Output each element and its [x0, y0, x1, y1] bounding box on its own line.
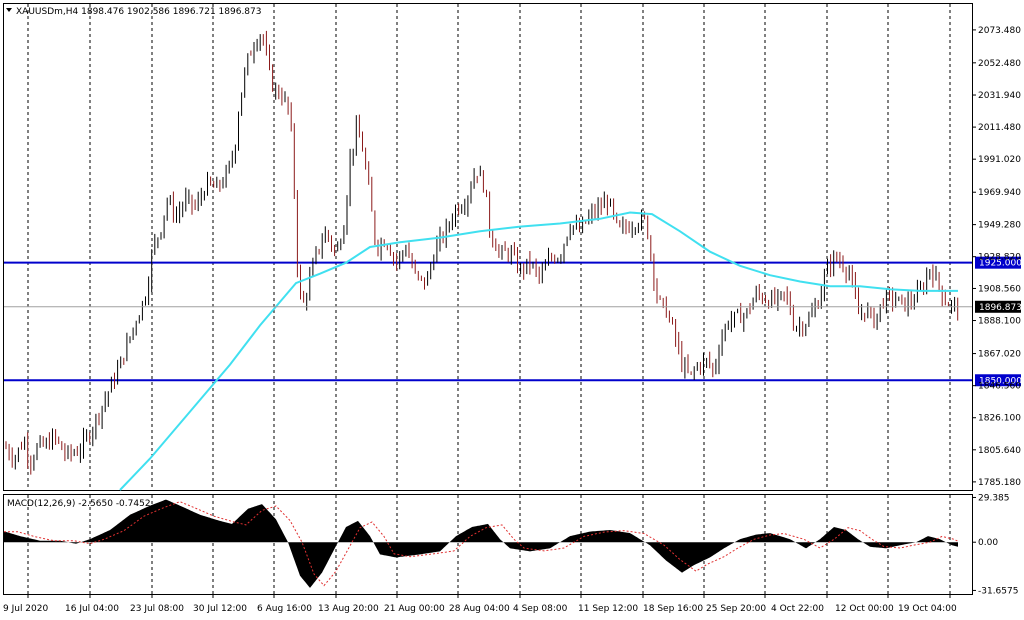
time-label: 12 Oct 00:00: [835, 604, 894, 614]
level-price-tag: [975, 256, 1021, 269]
price-label: 1991.020: [978, 155, 1021, 165]
macd-title: MACD(12,26,9) -2.5650 -0.7452: [7, 499, 151, 509]
price-label: 2073.480: [978, 26, 1021, 36]
macd-histogram: [4, 499, 958, 588]
price-label: 2011.480: [978, 123, 1021, 133]
macd-axis-label: 0.00: [978, 538, 998, 548]
price-label: 2031.940: [978, 91, 1021, 101]
price-label: 1826.100: [978, 414, 1021, 424]
macd-panel-frame: [3, 494, 973, 595]
price-label: 1908.560: [978, 284, 1021, 294]
time-label: 4 Sep 08:00: [513, 604, 568, 614]
price-label: 1928.820: [978, 253, 1021, 263]
level-price-tag: [975, 374, 1021, 387]
collapse-triangle-icon[interactable]: [6, 8, 12, 12]
price-label: 1888.100: [978, 317, 1021, 327]
price-label: 1785.180: [978, 478, 1021, 488]
time-label: 25 Sep 20:00: [706, 604, 766, 614]
price-label: 2052.480: [978, 59, 1021, 69]
current-price-tag: [975, 300, 1021, 313]
time-label: 30 Jul 12:00: [193, 604, 247, 614]
time-axis[interactable]: 9 Jul 2020 16 Jul 04:00 23 Jul 08:00 30 Jul…: [3, 594, 957, 614]
moving-average-line: [119, 211, 958, 491]
macd-histogram-area: [4, 499, 958, 588]
horizontal-levels[interactable]: 1925.000 1850.000: [4, 256, 1022, 387]
price-label: 1846.560: [978, 382, 1021, 392]
price-label: 1867.020: [978, 350, 1021, 360]
macd-signal-line: [4, 501, 959, 587]
time-label: 21 Aug 00:00: [384, 604, 445, 614]
level-price-label: 1850.000: [979, 376, 1022, 386]
symbol-title: XAUUSDm,H4 1898.476 1902.586 1896.721 18…: [16, 7, 261, 17]
macd-axis-label: 29.385: [978, 493, 1010, 503]
time-label: 4 Oct 22:00: [771, 604, 824, 614]
price-label: 1805.640: [978, 446, 1021, 456]
current-price-label: 1896.873: [979, 303, 1022, 313]
time-label: 11 Sep 12:00: [578, 604, 638, 614]
time-label: 19 Oct 04:00: [898, 604, 957, 614]
time-label: 6 Aug 16:00: [257, 604, 312, 614]
time-label: 28 Aug 04:00: [449, 604, 510, 614]
macd-axis-label: -31.6575: [978, 586, 1018, 596]
time-label: 16 Jul 04:00: [65, 604, 119, 614]
time-label: 23 Jul 08:00: [130, 604, 184, 614]
time-label: 9 Jul 2020: [3, 604, 48, 614]
price-label: 1969.940: [978, 188, 1021, 198]
time-label: 13 Aug 20:00: [318, 604, 379, 614]
level-price-label: 1925.000: [979, 259, 1022, 269]
price-label: 1949.280: [978, 221, 1021, 231]
price-axis[interactable]: 2073.480 2052.480 2031.940 2011.480 1991.020…: [972, 26, 1022, 488]
macd-axis: 29.385 0.00 -31.6575: [972, 493, 1018, 596]
price-candles: [5, 30, 959, 475]
time-label: 18 Sep 16:00: [643, 604, 703, 614]
main-chart-frame: [3, 3, 973, 491]
